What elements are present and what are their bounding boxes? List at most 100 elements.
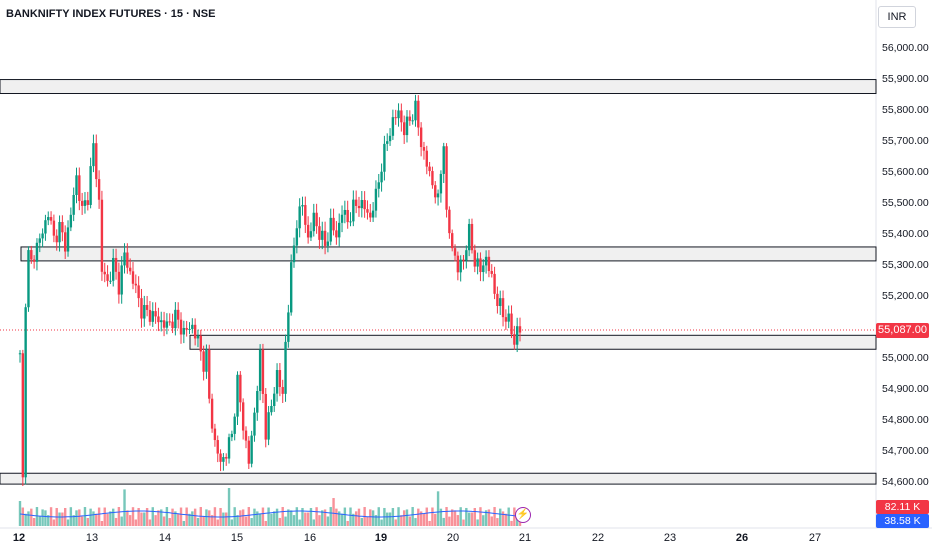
volume-bar (227, 488, 231, 526)
volume-bar (236, 515, 239, 526)
candle-body (80, 200, 84, 206)
volume-bar (484, 510, 488, 526)
candle-body (295, 228, 299, 246)
candle-body (106, 274, 109, 281)
volume-bar (244, 516, 248, 526)
x-tick-label: 19 (375, 532, 387, 544)
candle-body (414, 100, 417, 121)
volume-bar (179, 507, 183, 526)
volume-bar (109, 511, 112, 526)
volume-bar (479, 507, 482, 526)
volume-bar (162, 516, 166, 526)
y-tick-label: 55,600.00 (882, 166, 929, 178)
symbol-title[interactable]: BANKNIFTY INDEX FUTURES · 15 · NSE (6, 8, 216, 20)
candle-body (61, 221, 64, 233)
candle-body (148, 309, 152, 322)
candle-body (357, 205, 361, 209)
candle-body (304, 205, 307, 225)
candle-body (453, 248, 457, 256)
volume-bar (191, 511, 194, 526)
candle-body (250, 435, 253, 464)
volume-bar (326, 516, 330, 526)
candle-body (191, 324, 194, 329)
volume-bar (239, 510, 242, 526)
candle-body (21, 353, 25, 478)
volume-bar (459, 507, 462, 526)
volume-bar (131, 507, 135, 526)
candle-body (287, 312, 290, 342)
candle-body (69, 214, 73, 228)
volume-bar (258, 513, 262, 526)
volume-bar (80, 516, 84, 526)
volume-bar (476, 519, 479, 526)
candle-body (219, 453, 222, 462)
volume-bar (52, 519, 56, 526)
volume-tag: 82.11 K (876, 500, 929, 514)
candle-body (383, 143, 386, 172)
volume-bar (241, 509, 245, 526)
candle-body (95, 143, 98, 180)
volume-bar (343, 507, 347, 526)
volume-bar (329, 507, 332, 526)
candle-body (41, 233, 44, 239)
volume-bar (145, 508, 149, 526)
volume-bar (301, 507, 304, 526)
x-tick-label: 20 (447, 532, 459, 544)
candle-body (459, 259, 462, 273)
candle-body (380, 171, 383, 183)
volume-bar (89, 508, 92, 526)
volume-bar (205, 509, 208, 526)
volume-bar (405, 509, 409, 526)
volume-bar (507, 507, 510, 526)
lightning-icon[interactable]: ⚡ (515, 507, 531, 523)
candle-body (123, 252, 126, 266)
volume-bar (349, 507, 352, 526)
candle-body (49, 217, 53, 221)
candle-body (230, 433, 234, 438)
candle-body (134, 283, 138, 286)
volume-bar (202, 516, 205, 526)
candle-body (44, 220, 47, 234)
volume-bar (436, 491, 440, 526)
candle-body (236, 374, 239, 417)
candle-body (315, 212, 318, 227)
candle-body (151, 311, 154, 322)
candle-body (174, 309, 177, 329)
volume-bar (66, 519, 70, 526)
candle-body (38, 238, 41, 243)
candle-body (58, 221, 61, 243)
volume-bar (323, 509, 327, 526)
volume-bar (38, 516, 41, 526)
volume-bar (419, 511, 423, 526)
candle-body (346, 209, 349, 223)
candle-body (335, 230, 338, 238)
volume-bar (428, 520, 431, 526)
candle-body (329, 217, 332, 242)
y-tick-label: 54,800.00 (882, 414, 929, 426)
candle-body (445, 146, 448, 210)
candle-body (55, 235, 58, 243)
candle-body (233, 416, 236, 434)
candle-body (126, 252, 129, 268)
volume-bar (256, 511, 259, 526)
y-tick-label: 55,900.00 (882, 73, 929, 85)
candle-body (140, 298, 143, 319)
currency-button[interactable]: INR (878, 6, 916, 28)
volume-bar (304, 512, 307, 526)
x-tick-label: 14 (159, 532, 171, 544)
candle-body (332, 217, 335, 231)
volume-bar (493, 507, 496, 526)
candle-body (388, 135, 392, 142)
volume-bar (250, 518, 253, 526)
volume-bar (315, 507, 318, 526)
volume-bar (467, 512, 471, 526)
x-tick-label: 15 (231, 532, 243, 544)
candle-body (253, 412, 256, 436)
volume-bar (193, 508, 197, 526)
volume-bar (284, 516, 287, 526)
volume-bar (174, 511, 177, 526)
candle-body (515, 326, 519, 345)
candle-body (188, 328, 191, 330)
candle-body (75, 175, 78, 195)
